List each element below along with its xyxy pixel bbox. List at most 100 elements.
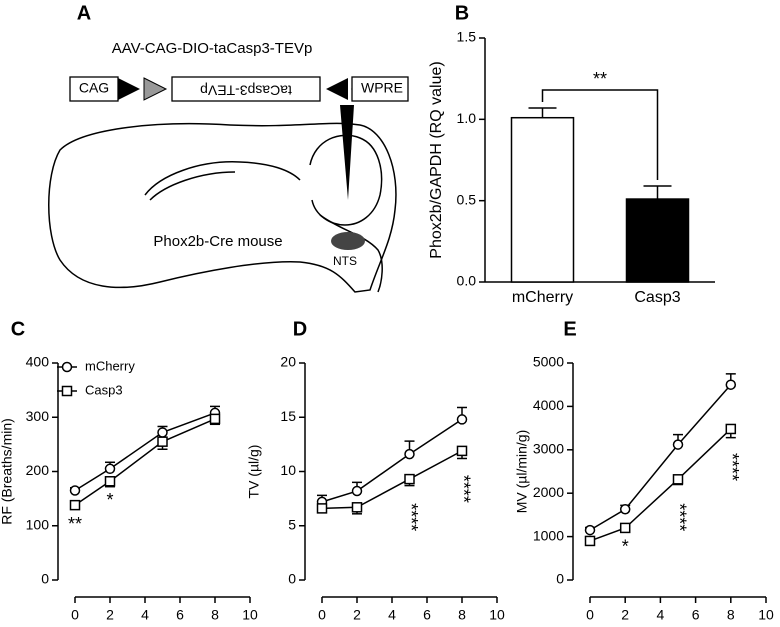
marker bbox=[157, 427, 168, 438]
y-tick-label: 300 bbox=[26, 408, 50, 424]
panel-label: A bbox=[77, 2, 91, 24]
significance-label: **** bbox=[722, 453, 742, 481]
element-label: CAG bbox=[79, 80, 109, 96]
y-tick-label: 0.5 bbox=[457, 191, 477, 207]
series-line bbox=[321, 450, 463, 510]
marker bbox=[316, 503, 328, 514]
panel-label: E bbox=[563, 318, 576, 340]
x-tick-label: 2 bbox=[353, 607, 361, 623]
series-line bbox=[589, 428, 732, 542]
y-tick-label: 400 bbox=[26, 354, 50, 370]
x-tick-label: 0 bbox=[318, 607, 326, 623]
marker bbox=[404, 448, 415, 460]
mouse-label: Phox2b-Cre mouse bbox=[153, 233, 282, 250]
marker bbox=[456, 445, 468, 457]
y-tick-label: 1000 bbox=[533, 527, 564, 543]
panel-label: D bbox=[293, 318, 307, 340]
y-tick-label: 200 bbox=[26, 462, 50, 478]
significance-label: * bbox=[106, 490, 113, 510]
significance-label: **** bbox=[453, 475, 473, 503]
series-line bbox=[589, 384, 732, 531]
element-label: WPRE bbox=[361, 80, 403, 96]
x-tick-label: 8 bbox=[727, 607, 735, 623]
y-tick-label: 5000 bbox=[533, 354, 564, 370]
marker bbox=[619, 504, 631, 515]
marker bbox=[104, 463, 116, 475]
y-tick-label: 1.5 bbox=[457, 29, 477, 45]
x-tick-label: 4 bbox=[388, 607, 396, 623]
x-tick-label: 10 bbox=[758, 607, 774, 623]
significance-label: **** bbox=[401, 503, 421, 531]
significance-label: ** bbox=[68, 514, 82, 534]
brain bbox=[48, 122, 397, 293]
y-tick-label: 10 bbox=[280, 462, 296, 478]
x-tick-label: 10 bbox=[242, 607, 258, 623]
x-tick-label: 10 bbox=[489, 607, 505, 623]
marker bbox=[456, 414, 468, 425]
y-tick-label: 100 bbox=[26, 516, 50, 532]
bar bbox=[510, 116, 575, 283]
x-tick-label: 2 bbox=[106, 607, 114, 623]
x-tick-label: 4 bbox=[141, 607, 149, 623]
x-tick-label: 0 bbox=[71, 607, 79, 623]
nts-region bbox=[331, 232, 365, 250]
marker bbox=[351, 502, 363, 513]
legend-marker bbox=[61, 385, 73, 397]
marker bbox=[619, 522, 631, 534]
y-tick-label: 0.0 bbox=[457, 273, 477, 289]
element-label: taCasp3-TEVp bbox=[200, 82, 292, 98]
series-line bbox=[321, 418, 463, 503]
significance-bracket bbox=[541, 89, 659, 181]
marker bbox=[157, 436, 168, 447]
legend-marker bbox=[61, 361, 73, 373]
significance-label: ** bbox=[593, 69, 607, 89]
y-tick-label: 0 bbox=[288, 571, 296, 587]
significance-label: * bbox=[622, 537, 629, 557]
y-axis-label: RF (Breaths/min) bbox=[0, 418, 15, 525]
marker bbox=[404, 473, 415, 485]
construct bbox=[69, 76, 409, 102]
marker bbox=[584, 524, 596, 536]
marker bbox=[672, 474, 684, 485]
series-line bbox=[74, 418, 216, 506]
y-tick-label: 4000 bbox=[533, 397, 564, 413]
x-tick-label: 6 bbox=[176, 607, 184, 623]
marker bbox=[725, 379, 737, 390]
panel-label: B bbox=[455, 2, 469, 24]
y-tick-label: 0 bbox=[556, 571, 564, 587]
y-tick-label: 3000 bbox=[533, 441, 564, 457]
marker bbox=[584, 535, 596, 547]
y-axis-label: TV (µl/g) bbox=[246, 445, 262, 499]
x-tick-label: 2 bbox=[621, 607, 629, 623]
marker bbox=[69, 485, 81, 496]
legend-label: mCherry bbox=[85, 358, 135, 373]
marker bbox=[69, 499, 81, 511]
legend-label: Casp3 bbox=[85, 382, 123, 397]
marker bbox=[672, 439, 684, 450]
marker bbox=[104, 476, 116, 487]
y-tick-label: 15 bbox=[280, 408, 296, 424]
y-axis-label: Phox2b/GAPDH (RQ value) bbox=[428, 61, 445, 258]
y-tick-label: 2000 bbox=[533, 484, 564, 500]
construct-label: AAV-CAG-DIO-taCasp3-TEVp bbox=[112, 40, 313, 57]
x-tick-label: 6 bbox=[423, 607, 431, 623]
region-label: NTS bbox=[333, 254, 357, 268]
x-tick-label: Casp3 bbox=[634, 289, 680, 306]
y-axis-label: MV (µl/min/g) bbox=[514, 430, 530, 514]
bar bbox=[625, 198, 690, 283]
y-tick-label: 0 bbox=[41, 571, 49, 587]
x-tick-label: 8 bbox=[458, 607, 466, 623]
series-line bbox=[74, 412, 216, 492]
electrode bbox=[340, 105, 354, 200]
x-tick-label: 8 bbox=[211, 607, 219, 623]
marker bbox=[351, 485, 363, 497]
significance-label: **** bbox=[669, 503, 689, 531]
x-tick-label: 4 bbox=[657, 607, 665, 623]
marker bbox=[209, 413, 221, 425]
marker bbox=[725, 423, 737, 435]
y-tick-label: 20 bbox=[280, 354, 296, 370]
y-tick-label: 5 bbox=[288, 516, 296, 532]
panel-label: C bbox=[11, 318, 25, 340]
x-tick-label: 6 bbox=[692, 607, 700, 623]
